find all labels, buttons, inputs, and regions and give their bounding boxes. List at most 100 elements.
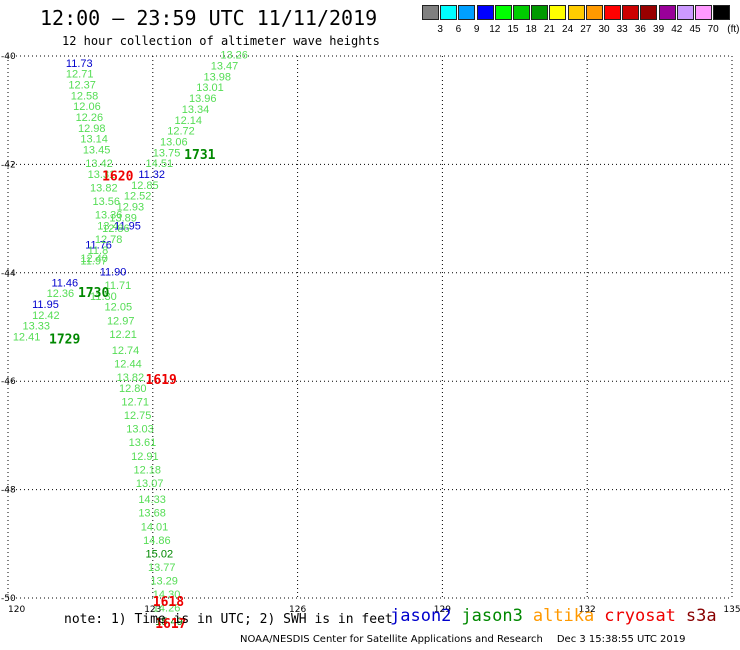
wave-height-label: 13.96 <box>189 93 217 105</box>
wave-height-label: 13.26 <box>220 50 248 62</box>
legend-swatch <box>458 5 476 20</box>
lon-tick-label: 132 <box>579 605 596 615</box>
legend-swatch <box>440 5 458 20</box>
legend-label: 30 <box>598 24 610 35</box>
legend-swatch <box>513 5 530 20</box>
legend-swatch <box>567 5 585 20</box>
wave-height-label: 15.49 <box>155 616 183 628</box>
wave-height-label: 11.95 <box>114 220 141 232</box>
legend-label: 39 <box>653 24 665 35</box>
wave-height-label: 13.56 <box>92 196 120 208</box>
observation-labels: 11.7312.7112.3712.5812.0612.2612.9813.14… <box>13 50 248 628</box>
wave-height-label: 12.78 <box>95 234 123 246</box>
mission-legend: jason2 jason3 altika cryosat s3a <box>390 606 727 626</box>
lat-tick-label: -46 <box>1 377 16 387</box>
wave-height-label: 12.72 <box>167 126 195 138</box>
legend-label: 15 <box>507 24 519 35</box>
legend-swatch <box>476 5 494 20</box>
wave-height-label: 13.4 <box>97 220 118 232</box>
legend-swatch <box>622 5 640 20</box>
legend-label: 3 <box>437 24 443 35</box>
legend-swatch <box>422 5 439 20</box>
wave-height-label: 13.61 <box>129 437 157 449</box>
legend-label: 12 <box>489 24 501 35</box>
pass-time-label: 1618 <box>153 595 184 610</box>
lat-tick-label: -44 <box>1 269 16 279</box>
legend-swatch <box>695 5 712 20</box>
wave-height-label: 11.46 <box>51 277 78 289</box>
pass-time-label: 1619 <box>146 373 177 388</box>
wave-height-label: 12.80 <box>119 383 147 395</box>
legend-label: 9 <box>473 24 480 35</box>
pass-time-label: 1729 <box>49 332 80 347</box>
legend-label: 33 <box>616 24 628 35</box>
legend-label: 42 <box>671 24 683 35</box>
wave-height-label: 12.44 <box>114 359 142 371</box>
wave-height-label: 11.71 <box>105 280 132 292</box>
mission-jason2: jason2 <box>390 606 452 626</box>
pass-time-label: 1620 <box>102 170 133 185</box>
legend-label: 24 <box>562 24 574 35</box>
wave-height-label: 12.37 <box>68 80 96 92</box>
footer-note: note: 1) Time is in UTC; 2) SWH is in fe… <box>64 612 393 627</box>
wave-height-label: 14.26 <box>153 603 181 615</box>
wave-height-label: 12.85 <box>131 180 159 192</box>
wave-height-label: 12.98 <box>78 123 106 135</box>
wave-height-label: 13.98 <box>203 71 231 83</box>
legend-swatch <box>604 5 621 20</box>
wave-height-label: 14.51 <box>146 158 174 170</box>
wave-height-label: 13.06 <box>160 136 188 148</box>
timestamp: Dec 3 15:38:55 UTC 2019 <box>556 634 686 645</box>
wave-height-label: 13.03 <box>126 424 154 436</box>
legend-label: 45 <box>689 24 701 35</box>
wave-height-label: 11.8 <box>88 245 109 257</box>
pass-labels: 1731 1620 1730 1729 1619 1618 1617 <box>49 148 216 632</box>
wave-height-label: 12.05 <box>105 302 133 314</box>
wave-height-label: 11.97 <box>80 256 107 268</box>
legend-swatch <box>713 5 731 20</box>
mission-cryosat: cryosat <box>604 606 676 626</box>
wave-height-label: 12.26 <box>76 112 104 124</box>
mission-jason3: jason3 <box>461 606 523 626</box>
wave-height-label: 13.33 <box>22 321 50 333</box>
legend-label: 27 <box>580 24 592 35</box>
legend-label: 36 <box>634 24 646 35</box>
pass-time-label: 1731 <box>184 148 215 163</box>
wave-height-label: 13.31 <box>88 169 116 181</box>
wave-height-label: 11.95 <box>32 299 59 311</box>
legend-label: 6 <box>455 24 462 35</box>
wave-height-label: 12.71 <box>121 397 149 409</box>
wave-height-label: 11.90 <box>100 267 127 279</box>
wave-height-label: 12.42 <box>32 310 60 322</box>
wave-height-label: 12.40 <box>80 253 108 265</box>
wave-height-label: 14.01 <box>141 521 169 533</box>
wave-height-label: 13.47 <box>211 61 239 73</box>
wave-height-label: 12.75 <box>124 410 152 422</box>
legend-swatch <box>549 5 567 20</box>
wave-height-label: 12.58 <box>71 90 99 102</box>
legend-label: 18 <box>525 24 537 35</box>
pass-time-label: 1730 <box>78 286 109 301</box>
wave-height-label: 12.14 <box>175 115 203 127</box>
wave-height-label: 12.91 <box>131 451 159 463</box>
wave-height-label: 13.68 <box>138 508 166 520</box>
mission-altika: altika <box>532 606 595 626</box>
lon-tick-label: 135 <box>723 605 740 615</box>
legend-swatch <box>585 5 603 20</box>
lon-tick-label: 129 <box>434 605 451 615</box>
wave-height-label: 12.41 <box>13 332 41 344</box>
credit-text: NOAA/NESDIS Center for Satellite Applica… <box>240 634 543 645</box>
wave-height-label: 11.30 <box>90 291 117 303</box>
wave-height-label: 13.36 <box>95 210 123 222</box>
wave-height-label: 11.32 <box>138 169 165 181</box>
lat-tick-label: -50 <box>1 594 16 604</box>
lat-tick-label: -40 <box>1 52 16 62</box>
page-subtitle: 12 hour collection of altimeter wave hei… <box>62 34 380 48</box>
wave-height-label: 13.07 <box>136 478 164 490</box>
legend-swatch <box>676 5 694 20</box>
map-grid <box>7 55 733 599</box>
lat-tick-label: -48 <box>1 486 16 496</box>
wave-height-label: 13.89 <box>109 212 137 224</box>
legend-label: 21 <box>543 24 555 35</box>
